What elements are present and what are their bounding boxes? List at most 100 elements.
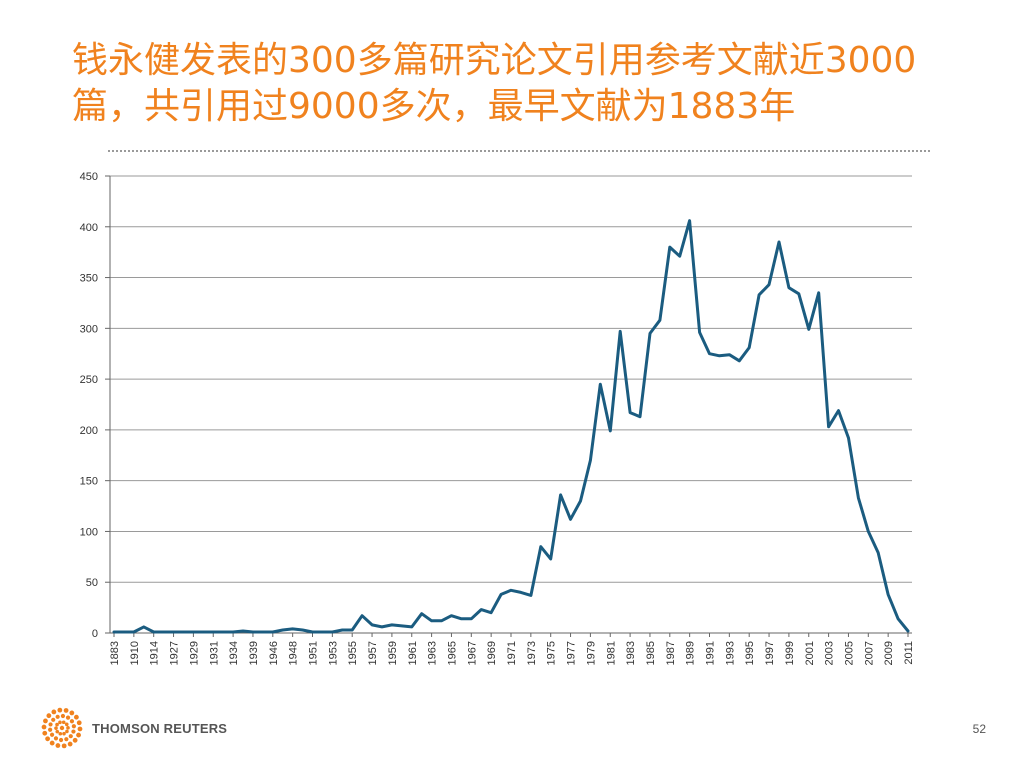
data-point-1969 — [490, 612, 492, 614]
data-point-1950 — [301, 629, 304, 631]
x-tick-label-1959: 1959 — [387, 641, 399, 665]
data-point-1947 — [282, 629, 284, 631]
x-tick-label-1967: 1967 — [466, 641, 478, 665]
x-tick-label-1975: 1975 — [546, 641, 558, 665]
x-tick-label-1995: 1995 — [744, 641, 756, 665]
data-point-1991 — [708, 353, 711, 355]
y-tick-label-450: 450 — [80, 171, 98, 183]
data-point-1961 — [411, 626, 413, 628]
logo-dot — [61, 743, 67, 749]
data-point-2007 — [867, 530, 869, 533]
x-tick-label-1948: 1948 — [288, 641, 300, 665]
data-point-2006 — [857, 497, 859, 499]
logo-dot — [55, 729, 60, 734]
data-point-1928 — [182, 631, 185, 633]
data-point-1984 — [639, 416, 641, 418]
data-point-2004 — [837, 409, 840, 412]
data-point-1988 — [679, 255, 681, 257]
data-point-1965 — [450, 615, 453, 617]
logo-dot — [54, 726, 58, 730]
logo-dot — [59, 725, 65, 731]
logo-dot — [64, 722, 69, 727]
data-point-1980 — [599, 383, 601, 385]
y-tick-label-150: 150 — [80, 476, 98, 488]
x-tick-label-2001: 2001 — [804, 641, 816, 665]
x-tick-label-2005: 2005 — [843, 641, 855, 665]
data-point-1981 — [609, 430, 611, 432]
x-tick-label-2011: 2011 — [903, 641, 915, 665]
x-tick-label-2007: 2007 — [863, 641, 875, 665]
thomson-reuters-dot-sunburst-icon — [41, 707, 83, 749]
data-point-1934 — [232, 631, 234, 633]
logo-dot — [58, 731, 63, 736]
logo-dot — [53, 736, 59, 741]
x-tick-label-1985: 1985 — [645, 641, 657, 665]
data-point-1992 — [718, 355, 721, 357]
logo-dot — [69, 710, 75, 716]
logo-dot — [58, 720, 62, 725]
logo-dot — [55, 743, 61, 748]
data-point-2011 — [907, 630, 909, 632]
logo-dot — [67, 741, 73, 747]
logo-dot — [42, 730, 48, 736]
data-point-1929 — [192, 631, 194, 633]
slide-title: 钱永健发表的300多篇研究论文引用参考文献近3000 篇，共引用过9000多次，… — [72, 38, 1002, 130]
data-point-1937 — [242, 630, 244, 632]
x-tick-label-1957: 1957 — [367, 641, 379, 665]
data-point-1985 — [649, 332, 651, 335]
logo-dot — [63, 708, 69, 713]
data-point-1994 — [738, 360, 740, 362]
logo-dot — [77, 726, 83, 732]
x-tick-label-1961: 1961 — [407, 641, 419, 665]
y-tick-label-250: 250 — [80, 374, 98, 386]
chart-axes — [105, 175, 912, 637]
x-tick-label-1999: 1999 — [784, 641, 796, 665]
x-tick-label-1965: 1965 — [446, 641, 458, 665]
citations-line-chart: 0 50 100 150 200 250 300 350 400 450 1883 1910 1914… — [80, 171, 915, 665]
data-point-1966 — [460, 618, 462, 620]
data-point-1955 — [351, 629, 353, 631]
logo-dot — [76, 732, 81, 738]
data-point-1914 — [153, 631, 155, 633]
y-tick-label-300: 300 — [80, 323, 98, 335]
x-tick-label-1929: 1929 — [188, 641, 200, 665]
data-point-1997 — [768, 284, 770, 286]
data-point-1986 — [659, 319, 661, 321]
x-tick-label-1979: 1979 — [585, 641, 597, 665]
data-point-1974 — [540, 546, 542, 548]
data-point-1977 — [569, 518, 572, 520]
data-point-1976 — [560, 494, 562, 496]
data-point-1948 — [292, 628, 294, 630]
logo-dot — [72, 737, 78, 743]
data-point-1951 — [311, 631, 314, 633]
logo-dot — [57, 707, 63, 713]
data-point-1999 — [788, 287, 790, 289]
data-point-1979 — [589, 459, 592, 461]
logo-dot — [48, 727, 53, 732]
chart-gridlines — [110, 175, 912, 634]
x-tick-label-1993: 1993 — [724, 641, 736, 665]
logo-dot — [55, 714, 60, 719]
data-point-1956 — [361, 615, 363, 617]
data-point-1883 — [113, 631, 115, 633]
data-point-1952 — [321, 631, 324, 633]
data-point-1995 — [748, 347, 750, 349]
x-tick-label-1955: 1955 — [347, 641, 359, 665]
data-point-1970 — [500, 593, 502, 596]
data-point-2005 — [847, 437, 850, 439]
x-tick-label-1963: 1963 — [427, 641, 439, 665]
logo-dot — [41, 724, 47, 730]
x-tick-label-1914: 1914 — [149, 641, 161, 665]
logo-dot — [65, 729, 69, 734]
data-point-1982 — [619, 330, 621, 332]
data-point-1973 — [530, 594, 532, 597]
data-point-1978 — [579, 500, 582, 502]
data-point-1993 — [728, 354, 730, 356]
logo-dot — [58, 737, 64, 743]
data-point-2010 — [897, 618, 899, 620]
slide-title-line-2: 篇，共引用过9000多次，最早文献为1883年 — [72, 86, 796, 127]
x-tick-label-1883: 1883 — [109, 641, 121, 665]
data-point-1931 — [212, 631, 214, 633]
logo-dot — [49, 740, 55, 746]
footer-logo: THOMSON REUTERS — [40, 706, 227, 750]
